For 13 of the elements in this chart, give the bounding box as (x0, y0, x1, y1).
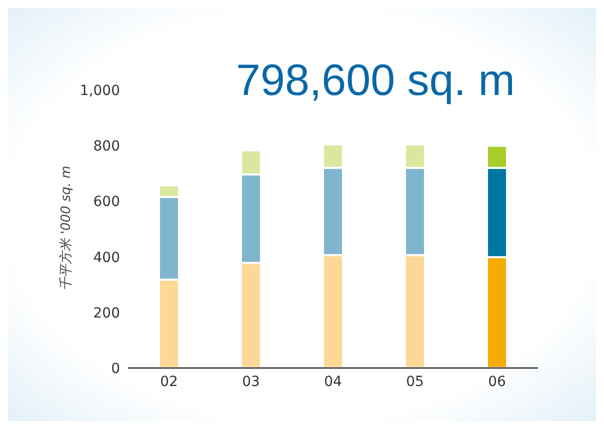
x-tick-label: 05 (406, 374, 424, 390)
y-tick-label: 200 (93, 305, 120, 322)
x-tick-label: 04 (324, 374, 342, 390)
y-tick-label: 0 (111, 360, 120, 377)
y-tick-label: 1,000 (80, 82, 120, 99)
x-tick-label: 02 (160, 374, 178, 390)
x-tick-label: 06 (488, 374, 506, 390)
y-tick-label: 400 (93, 250, 120, 266)
y-axis-title: 千平方米 '000 sq. m (58, 166, 75, 290)
y-tick-label: 800 (93, 138, 120, 155)
chart-title: 798,600 sq. m (236, 56, 515, 106)
x-tick-label: 03 (242, 374, 260, 390)
y-tick-label: 600 (93, 194, 120, 210)
